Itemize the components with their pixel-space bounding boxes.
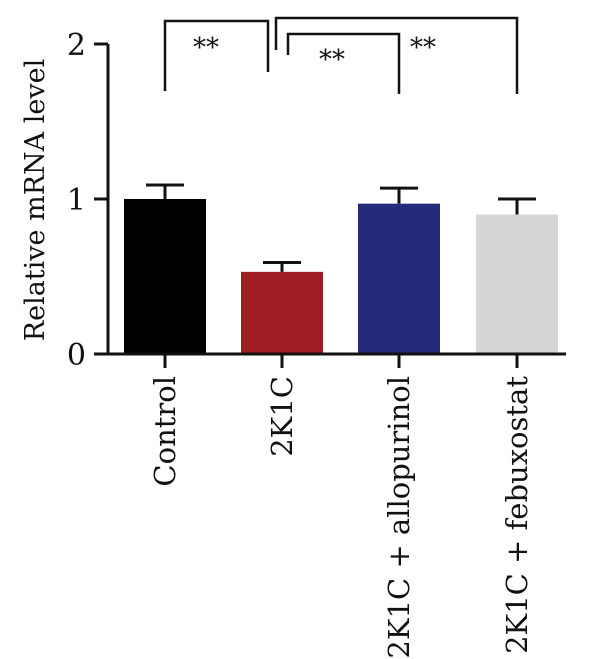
plot-area: 0 1 2 Control 2K1C 2K1C + allopurinol 2K1C + f… bbox=[67, 16, 566, 659]
y-axis-title: Relative mRNA level bbox=[20, 59, 51, 341]
significance-bracket-2 bbox=[274, 16, 519, 94]
x-tick-label-0: Control bbox=[148, 376, 182, 487]
x-tick-label-1: 2K1C bbox=[265, 376, 299, 457]
bar-3 bbox=[476, 214, 558, 354]
x-tick-label-2: 2K1C + allopurinol bbox=[382, 376, 416, 659]
bar-1 bbox=[241, 271, 323, 354]
bar-2 bbox=[358, 203, 440, 354]
significance-bracket-0 bbox=[163, 19, 270, 91]
significance-label-2: ** bbox=[410, 33, 436, 63]
significance-label-1: ** bbox=[319, 45, 345, 75]
y-tick-label-0: 0 bbox=[67, 338, 86, 373]
significance-bracket-1 bbox=[286, 32, 401, 94]
bar-0 bbox=[124, 199, 206, 354]
x-tick-label-3: 2K1C + febuxostat bbox=[500, 376, 534, 654]
significance-label-0: ** bbox=[193, 33, 219, 63]
y-tick-label-2: 2 bbox=[67, 28, 86, 63]
y-tick-label-1: 1 bbox=[67, 183, 86, 218]
